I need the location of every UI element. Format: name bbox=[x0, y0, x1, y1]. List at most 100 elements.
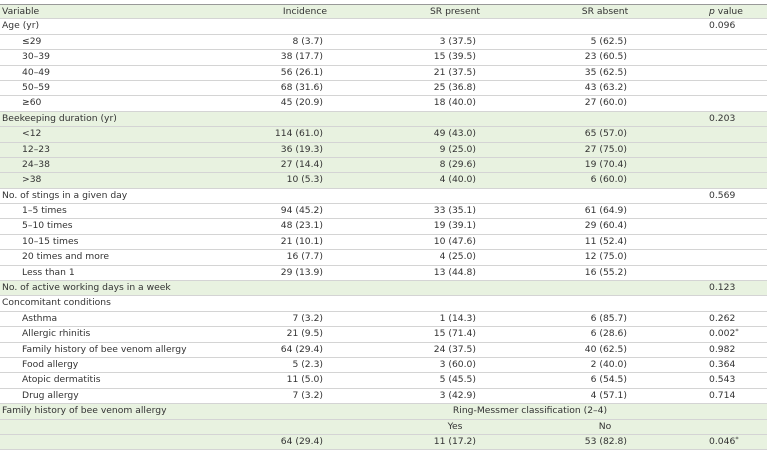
header-cell: SR present bbox=[429, 6, 481, 17]
sr-absent: 61 (64.9) bbox=[584, 205, 627, 217]
row: 50–59 68 (31.6) 25 (36.8) 43 (63.2) bbox=[0, 81, 767, 97]
row-label: 24–38 bbox=[22, 158, 50, 170]
p-value: 0.543 bbox=[709, 373, 735, 387]
row-label: ≥60 bbox=[22, 97, 42, 109]
p-value: 0.046* bbox=[709, 435, 739, 449]
p-text: 0.123 bbox=[709, 282, 736, 294]
row: Age (yr) 0.096 bbox=[0, 19, 767, 35]
sr-absent: 27 (75.0) bbox=[584, 143, 627, 155]
header-p: p bbox=[709, 6, 715, 17]
incidence: 38 (17.7) bbox=[280, 51, 323, 63]
row: Food allergy 5 (2.3) 3 (60.0) 2 (40.0) 0.364 bbox=[0, 358, 767, 374]
row: Family history of bee venom allergy Ring-… bbox=[0, 404, 767, 420]
yes-header: Yes bbox=[447, 420, 463, 432]
row: 40–49 56 (26.1) 21 (37.5) 35 (62.5) bbox=[0, 66, 767, 81]
row: Atopic dermatitis 11 (5.0) 5 (45.5) 6 (54.5… bbox=[0, 373, 767, 389]
incidence: 16 (7.7) bbox=[286, 251, 323, 263]
row: No. of active working days in a week 0.12… bbox=[0, 281, 767, 297]
p-value: 0.203 bbox=[709, 112, 735, 126]
subheader: Ring-Messmer classification (2–4) bbox=[452, 405, 608, 417]
p-text: 0.714 bbox=[709, 389, 736, 401]
sr-absent: 6 (54.5) bbox=[590, 374, 627, 386]
footnote-mark: * bbox=[735, 434, 739, 443]
sr-present: 3 (60.0) bbox=[439, 358, 476, 370]
row: 64 (29.4) 11 (17.2) 53 (82.8) 0.046* bbox=[0, 434, 767, 451]
p-text: 0.569 bbox=[709, 189, 736, 201]
row: 10–15 times 21 (10.1) 10 (47.6) 11 (52.4) bbox=[0, 235, 767, 251]
sr-absent: 16 (55.2) bbox=[584, 266, 627, 278]
sr-present: 25 (36.8) bbox=[433, 81, 476, 93]
row: Drug allergy 7 (3.2) 3 (42.9) 4 (57.1) 0.714 bbox=[0, 389, 767, 405]
group-label: No. of active working days in a week bbox=[2, 282, 171, 294]
row: 1–5 times 94 (45.2) 33 (35.1) 61 (64.9) bbox=[0, 204, 767, 220]
incidence: 36 (19.3) bbox=[280, 143, 323, 155]
row-label: Drug allergy bbox=[22, 389, 79, 401]
sr-absent: 65 (57.0) bbox=[584, 128, 627, 140]
sr-present: 9 (25.0) bbox=[439, 143, 476, 155]
row: Less than 1 29 (13.9) 13 (44.8) 16 (55.2) bbox=[0, 266, 767, 282]
row: No. of stings in a given day 0.569 bbox=[0, 189, 767, 205]
sr-present: 3 (42.9) bbox=[439, 389, 476, 401]
row-label: ≤29 bbox=[22, 35, 42, 47]
row-label: <12 bbox=[22, 128, 42, 140]
sr-absent: 6 (28.6) bbox=[590, 328, 627, 340]
sr-present: 4 (25.0) bbox=[439, 251, 476, 263]
p-value: 0.002* bbox=[709, 327, 739, 341]
sr-present: 4 (40.0) bbox=[439, 174, 476, 186]
no-value: 53 (82.8) bbox=[584, 435, 627, 447]
sr-absent: 12 (75.0) bbox=[584, 251, 627, 263]
sr-absent: 23 (60.5) bbox=[584, 51, 627, 63]
row-label: 5–10 times bbox=[22, 220, 73, 232]
incidence: 94 (45.2) bbox=[280, 205, 323, 217]
p-text: 0.046 bbox=[709, 435, 736, 447]
p-value: 0.714 bbox=[709, 389, 735, 403]
row-label: 30–39 bbox=[22, 51, 50, 63]
p-value: 0.262 bbox=[709, 312, 735, 326]
incidence: 64 (29.4) bbox=[280, 435, 323, 447]
p-text: 0.096 bbox=[709, 20, 736, 32]
header-row: Variable Incidence SR present SR absent … bbox=[0, 4, 767, 20]
header-cell: p value bbox=[709, 5, 743, 19]
row: 24–38 27 (14.4) 8 (29.6) 19 (70.4) bbox=[0, 157, 767, 174]
sr-present: 13 (44.8) bbox=[433, 266, 476, 278]
incidence: 11 (5.0) bbox=[286, 374, 323, 386]
incidence: 48 (23.1) bbox=[280, 220, 323, 232]
sr-absent: 19 (70.4) bbox=[584, 158, 627, 170]
incidence: 56 (26.1) bbox=[280, 66, 323, 78]
header-cell: SR absent bbox=[581, 6, 629, 17]
group-label: Age (yr) bbox=[2, 20, 40, 32]
table: Variable Incidence SR present SR absent … bbox=[0, 4, 767, 451]
p-value: 0.123 bbox=[709, 281, 735, 295]
incidence: 5 (2.3) bbox=[292, 358, 323, 370]
row-label: Allergic rhinitis bbox=[22, 328, 91, 340]
sr-present: 18 (40.0) bbox=[433, 97, 476, 109]
row: 12–23 36 (19.3) 9 (25.0) 27 (75.0) bbox=[0, 142, 767, 158]
sr-absent: 4 (57.1) bbox=[590, 389, 627, 401]
row: Asthma 7 (3.2) 1 (14.3) 6 (85.7) 0.262 bbox=[0, 312, 767, 328]
row: Allergic rhinitis 21 (9.5) 15 (71.4) 6 (28.… bbox=[0, 327, 767, 343]
row-label: 1–5 times bbox=[22, 205, 67, 217]
row: 5–10 times 48 (23.1) 19 (39.1) 29 (60.4) bbox=[0, 219, 767, 235]
incidence: 7 (3.2) bbox=[292, 312, 323, 324]
row-label: 10–15 times bbox=[22, 235, 79, 247]
row-label: 50–59 bbox=[22, 81, 50, 93]
sr-absent: 6 (85.7) bbox=[590, 312, 627, 324]
sr-present: 5 (45.5) bbox=[439, 374, 476, 386]
group-label: Concomitant conditions bbox=[2, 297, 111, 309]
p-text: 0.262 bbox=[709, 312, 736, 324]
incidence: 29 (13.9) bbox=[280, 266, 323, 278]
group-label: No. of stings in a given day bbox=[2, 189, 128, 201]
incidence: 68 (31.6) bbox=[280, 81, 323, 93]
sr-present: 3 (37.5) bbox=[439, 35, 476, 47]
row-label: Asthma bbox=[22, 312, 58, 324]
footnote-mark: * bbox=[735, 327, 739, 336]
row: 20 times and more 16 (7.7) 4 (25.0) 12 (75.… bbox=[0, 250, 767, 266]
group-label: Beekeeping duration (yr) bbox=[2, 112, 117, 124]
row-label: Family history of bee venom allergy bbox=[22, 343, 187, 355]
sr-present: 15 (71.4) bbox=[433, 328, 476, 340]
p-text: 0.203 bbox=[709, 112, 736, 124]
row-label: Less than 1 bbox=[22, 266, 75, 278]
incidence: 21 (9.5) bbox=[286, 328, 323, 340]
incidence: 114 (61.0) bbox=[274, 128, 323, 140]
